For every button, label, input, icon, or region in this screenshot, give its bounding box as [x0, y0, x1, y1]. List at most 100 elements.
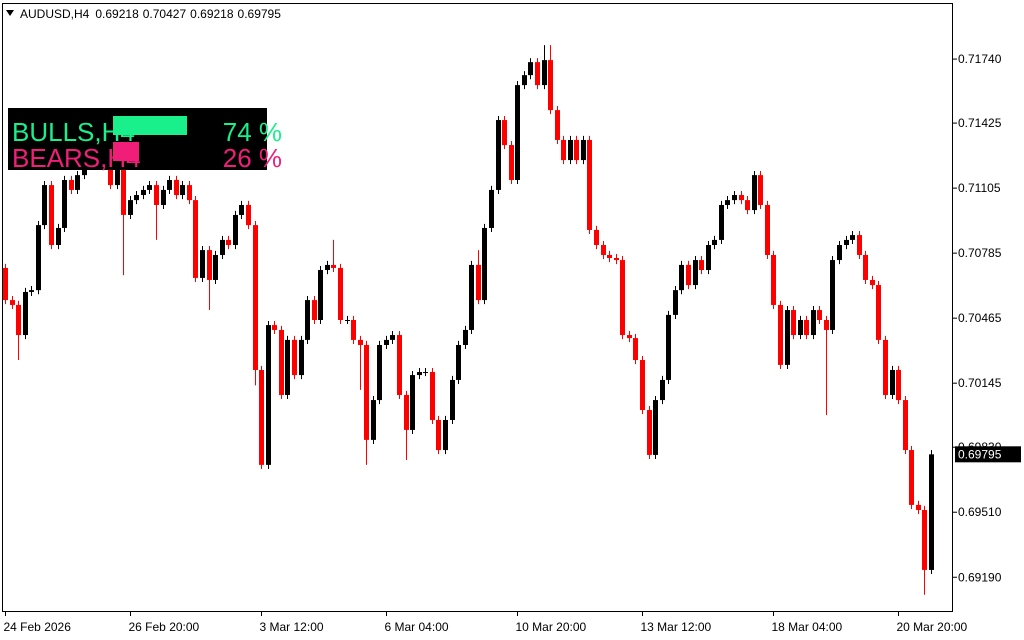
candle-body	[384, 339, 389, 345]
candle-body	[200, 250, 205, 278]
header-value: 0.70427	[143, 7, 187, 21]
candle-body	[627, 335, 632, 339]
candle-body	[548, 60, 553, 111]
candle-body	[778, 304, 783, 365]
candle-body	[640, 360, 645, 411]
candle-body	[568, 139, 573, 161]
candle-body	[607, 254, 612, 259]
candle-body	[614, 258, 619, 261]
candle-body	[555, 110, 560, 140]
x-tick-label: 13 Mar 12:00	[641, 620, 712, 634]
candle-body	[916, 504, 921, 510]
candle-body	[69, 179, 74, 190]
candle-body	[213, 254, 218, 280]
candle-body	[371, 400, 376, 440]
candle-body	[679, 264, 684, 291]
candle-body	[404, 394, 409, 430]
candle-body	[456, 344, 461, 380]
candle-body	[620, 260, 625, 336]
candle-body	[312, 300, 317, 320]
candle-body	[49, 185, 54, 246]
candle-body	[561, 139, 566, 161]
candle-body	[712, 239, 717, 246]
candle-body	[804, 319, 809, 336]
candle-body	[450, 379, 455, 420]
candle-body	[16, 304, 21, 336]
candle-body	[134, 195, 139, 201]
candle-body	[876, 285, 881, 340]
candle-body	[633, 338, 638, 361]
candle-body	[318, 270, 323, 320]
y-tick-label: 0.71105	[958, 181, 1001, 195]
candle-body	[436, 419, 441, 451]
candle-body	[811, 310, 816, 336]
symbol: AUDUSD,H4	[20, 7, 90, 21]
x-tick-label: 18 Mar 04:00	[772, 620, 843, 634]
candle-body	[824, 319, 829, 330]
candle-body	[161, 189, 166, 205]
candle-body	[29, 290, 34, 292]
x-tick-label: 10 Mar 20:00	[516, 620, 587, 634]
candle-body	[141, 189, 146, 196]
candle-body	[739, 195, 744, 201]
candle-body	[56, 227, 61, 246]
y-tick-label: 0.70465	[958, 311, 1002, 325]
candle-body	[364, 344, 369, 440]
candle-body	[686, 264, 691, 286]
candle-body	[193, 200, 198, 278]
candle-body	[299, 339, 304, 376]
candle-body	[358, 339, 363, 345]
candle-body	[469, 264, 474, 330]
candle-body	[207, 250, 212, 280]
indicator-panel: BULLS,H4 74 %BEARS,H4 26 %	[8, 108, 282, 173]
candle-body	[909, 450, 914, 505]
candle-body	[745, 200, 750, 211]
candle-body	[279, 329, 284, 395]
candle-body	[528, 62, 533, 76]
candle-body	[443, 419, 448, 451]
x-tick-label: 24 Feb 2026	[4, 620, 72, 634]
candle-body	[758, 175, 763, 205]
candle-body	[660, 379, 665, 401]
candle-body	[42, 185, 47, 226]
indicator-bar	[113, 116, 187, 135]
candle-body	[798, 319, 803, 336]
candle-body	[844, 239, 849, 246]
candle-body	[233, 214, 238, 246]
candle-body	[423, 372, 428, 374]
candle-body	[292, 339, 297, 376]
candle-body	[903, 400, 908, 451]
header: AUDUSD,H4 0.69218 0.70427 0.69218 0.69795	[20, 7, 281, 21]
candle-body	[246, 204, 251, 226]
candle-body	[174, 179, 179, 196]
header-value: 0.69218	[190, 7, 234, 21]
candle-body	[542, 60, 547, 86]
candle-body	[837, 245, 842, 261]
candle-body	[883, 339, 888, 395]
candle-body	[850, 235, 855, 240]
candle-body	[259, 369, 264, 465]
candle-body	[253, 225, 258, 370]
y-tick-label: 0.70145	[958, 376, 1002, 390]
candle-body	[785, 310, 790, 365]
candle-body	[187, 185, 192, 201]
candle-body	[482, 227, 487, 301]
header-value: 0.69795	[238, 7, 282, 21]
y-tick-label: 0.71425	[958, 116, 1002, 130]
candle-body	[706, 245, 711, 271]
candle-body	[929, 454, 934, 570]
candle-body	[752, 175, 757, 211]
candle-body	[75, 175, 80, 190]
candle-body	[305, 300, 310, 340]
candle-body	[430, 372, 435, 420]
x-tick-label: 6 Mar 04:00	[385, 620, 449, 634]
candle-body	[725, 200, 730, 205]
candle-body	[128, 200, 133, 215]
candle-body	[62, 179, 67, 228]
candle-body	[594, 229, 599, 246]
candle-body	[574, 139, 579, 161]
candle-body	[338, 267, 343, 320]
candle-body	[535, 62, 540, 86]
candle-body	[489, 189, 494, 228]
